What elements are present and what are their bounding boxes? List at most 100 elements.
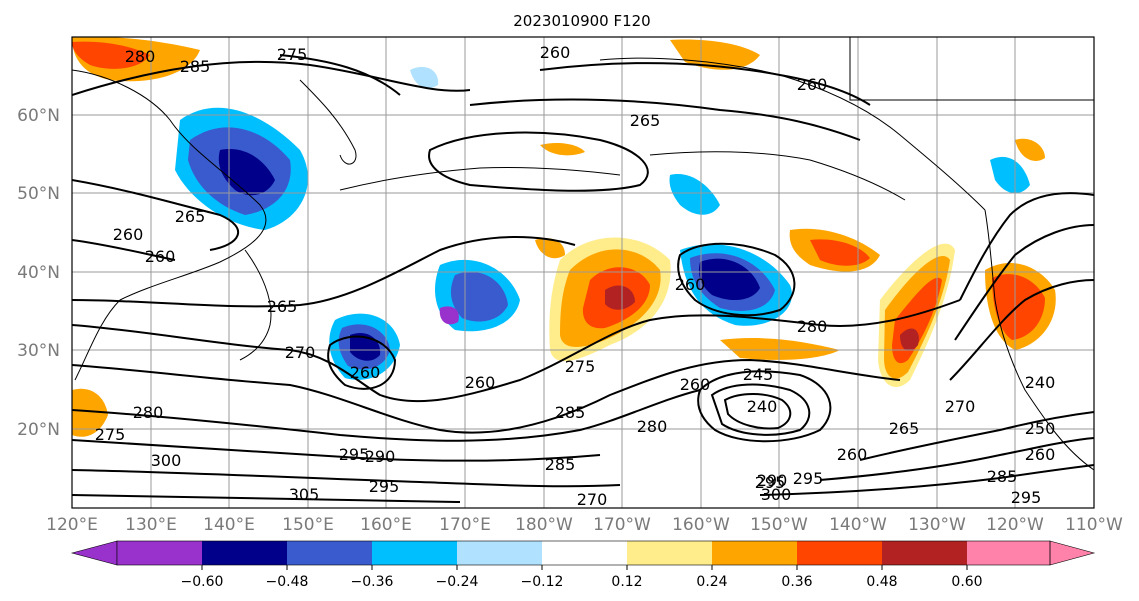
contour-260-north: [539, 62, 871, 106]
lat-label: 20°N: [17, 420, 60, 440]
lon-label: 180°W: [515, 515, 573, 535]
contour-subtrop-3: [72, 469, 621, 488]
colorbar-tick-label: 0.60: [951, 574, 982, 590]
contour-label: 260: [540, 43, 571, 62]
contour-subtrop-2: [72, 439, 601, 462]
contour-label: 260: [675, 275, 706, 294]
contour-label: 300: [151, 451, 182, 470]
contour-east-2: [819, 437, 1094, 481]
colorbar-frame: [116, 540, 1051, 566]
coast-japan: [239, 249, 272, 361]
colorbar-tick-label: 0.36: [781, 574, 812, 590]
lon-label: 150°W: [750, 515, 808, 535]
colorbar-segment: [712, 541, 797, 565]
shade-orange-gap2: [535, 238, 565, 259]
colorbar-segment: [372, 541, 457, 565]
colorbar-segment: [967, 541, 1050, 565]
colorbar-tick-label: −0.24: [436, 574, 479, 590]
contour-265-loop: [428, 131, 649, 192]
contour-label: 285: [545, 455, 576, 474]
colorbar-tick-label: −0.36: [351, 574, 394, 590]
shade-redorange-na: [992, 274, 1045, 340]
contour-label: 280: [133, 403, 164, 422]
contour-west-265: [72, 179, 240, 251]
colorbar-ticks: [201, 565, 968, 570]
lat-label: 50°N: [17, 184, 60, 204]
colorbar-tick-label: 0.48: [866, 574, 897, 590]
contour-subtrop-4: [72, 494, 461, 503]
shade-purple-central: [439, 306, 459, 325]
coast-alaska: [599, 57, 986, 211]
contour-label: 260: [465, 373, 496, 392]
contour-low-1: [697, 370, 832, 443]
lon-label: 130°E: [125, 515, 177, 535]
shade-darkred-jet: [605, 285, 635, 310]
contour-label: 270: [945, 397, 976, 416]
contour-label: 260: [797, 75, 828, 94]
lat-label: 40°N: [17, 263, 60, 283]
contour-label: 280: [125, 47, 156, 66]
contour-label: 280: [637, 417, 668, 436]
contour-central-a: [72, 236, 576, 308]
lon-label: 150°E: [282, 515, 334, 535]
contour-label: 290: [757, 471, 788, 490]
colorbar-segment: [457, 541, 542, 565]
shade-orange-lowjet: [720, 338, 840, 360]
colorbar-segment: [287, 541, 372, 565]
colorbar-tick-label: −0.48: [266, 574, 309, 590]
coast-aleutians: [339, 166, 621, 191]
contour-west-260: [72, 239, 176, 261]
contour-ridge-b: [954, 224, 1094, 341]
coast-kamchatka: [299, 79, 357, 165]
negative-shading: [175, 66, 1030, 380]
coast-border: [849, 37, 1094, 101]
map-title: 2023010900 F120: [513, 12, 650, 30]
contour-north-1: [72, 60, 471, 96]
contour-label: 305: [289, 485, 320, 504]
contour-labels: 280 285 275 260 265 260 265 260 265 270 …: [95, 43, 1056, 508]
lon-label: 110°W: [1065, 515, 1123, 535]
contour-label: 285: [555, 403, 586, 422]
contour-label: 265: [175, 207, 206, 226]
contour-central-c: [72, 358, 901, 434]
contour-ridge-c: [949, 279, 1094, 381]
colorbar-tick-label: −0.12: [521, 574, 564, 590]
shade-orange-sw: [72, 388, 108, 437]
contour-label: 285: [180, 57, 211, 76]
colorbar-segment: [627, 541, 712, 565]
contour-label: 290: [365, 447, 396, 466]
contour-label: 270: [285, 343, 316, 362]
contour-label: 260: [837, 445, 868, 464]
shade-redorange-midpac: [810, 239, 870, 266]
contour-subtrop-1: [72, 389, 701, 442]
lon-label: 170°W: [593, 515, 651, 535]
contour-label: 240: [1025, 373, 1056, 392]
contour-east-3: [759, 464, 1094, 496]
contour-low-2: [710, 383, 811, 436]
contour-east-1: [859, 411, 1094, 461]
contour-label: 245: [743, 365, 774, 384]
shade-orange-ak: [1015, 138, 1045, 161]
contour-label: 295: [1011, 488, 1042, 507]
contour-label: 260: [680, 375, 711, 394]
lon-label: 140°E: [203, 515, 255, 535]
shade-cyan-coast: [990, 156, 1030, 194]
lon-label: 170°E: [439, 515, 491, 535]
colorbar-extend-left: [70, 540, 118, 566]
colorbar-segment: [117, 541, 202, 565]
colorbar-segment: [882, 541, 967, 565]
lon-label: 160°E: [360, 515, 412, 535]
contour-label: 295: [369, 477, 400, 496]
colorbar-extend-right: [1049, 540, 1096, 566]
colorbar-segment: [202, 541, 287, 565]
contour-central-b: [72, 299, 961, 403]
map-frame: [71, 36, 1095, 509]
contour-label: 265: [267, 297, 298, 316]
contour-label: 275: [277, 45, 308, 64]
latitude-labels: 60°N 50°N 40°N 30°N 20°N: [17, 106, 60, 440]
contour-label: 250: [1025, 419, 1056, 438]
contour-ridge-a: [959, 192, 1094, 301]
colorbar-segment: [797, 541, 882, 565]
contour-label: 260: [350, 363, 381, 382]
